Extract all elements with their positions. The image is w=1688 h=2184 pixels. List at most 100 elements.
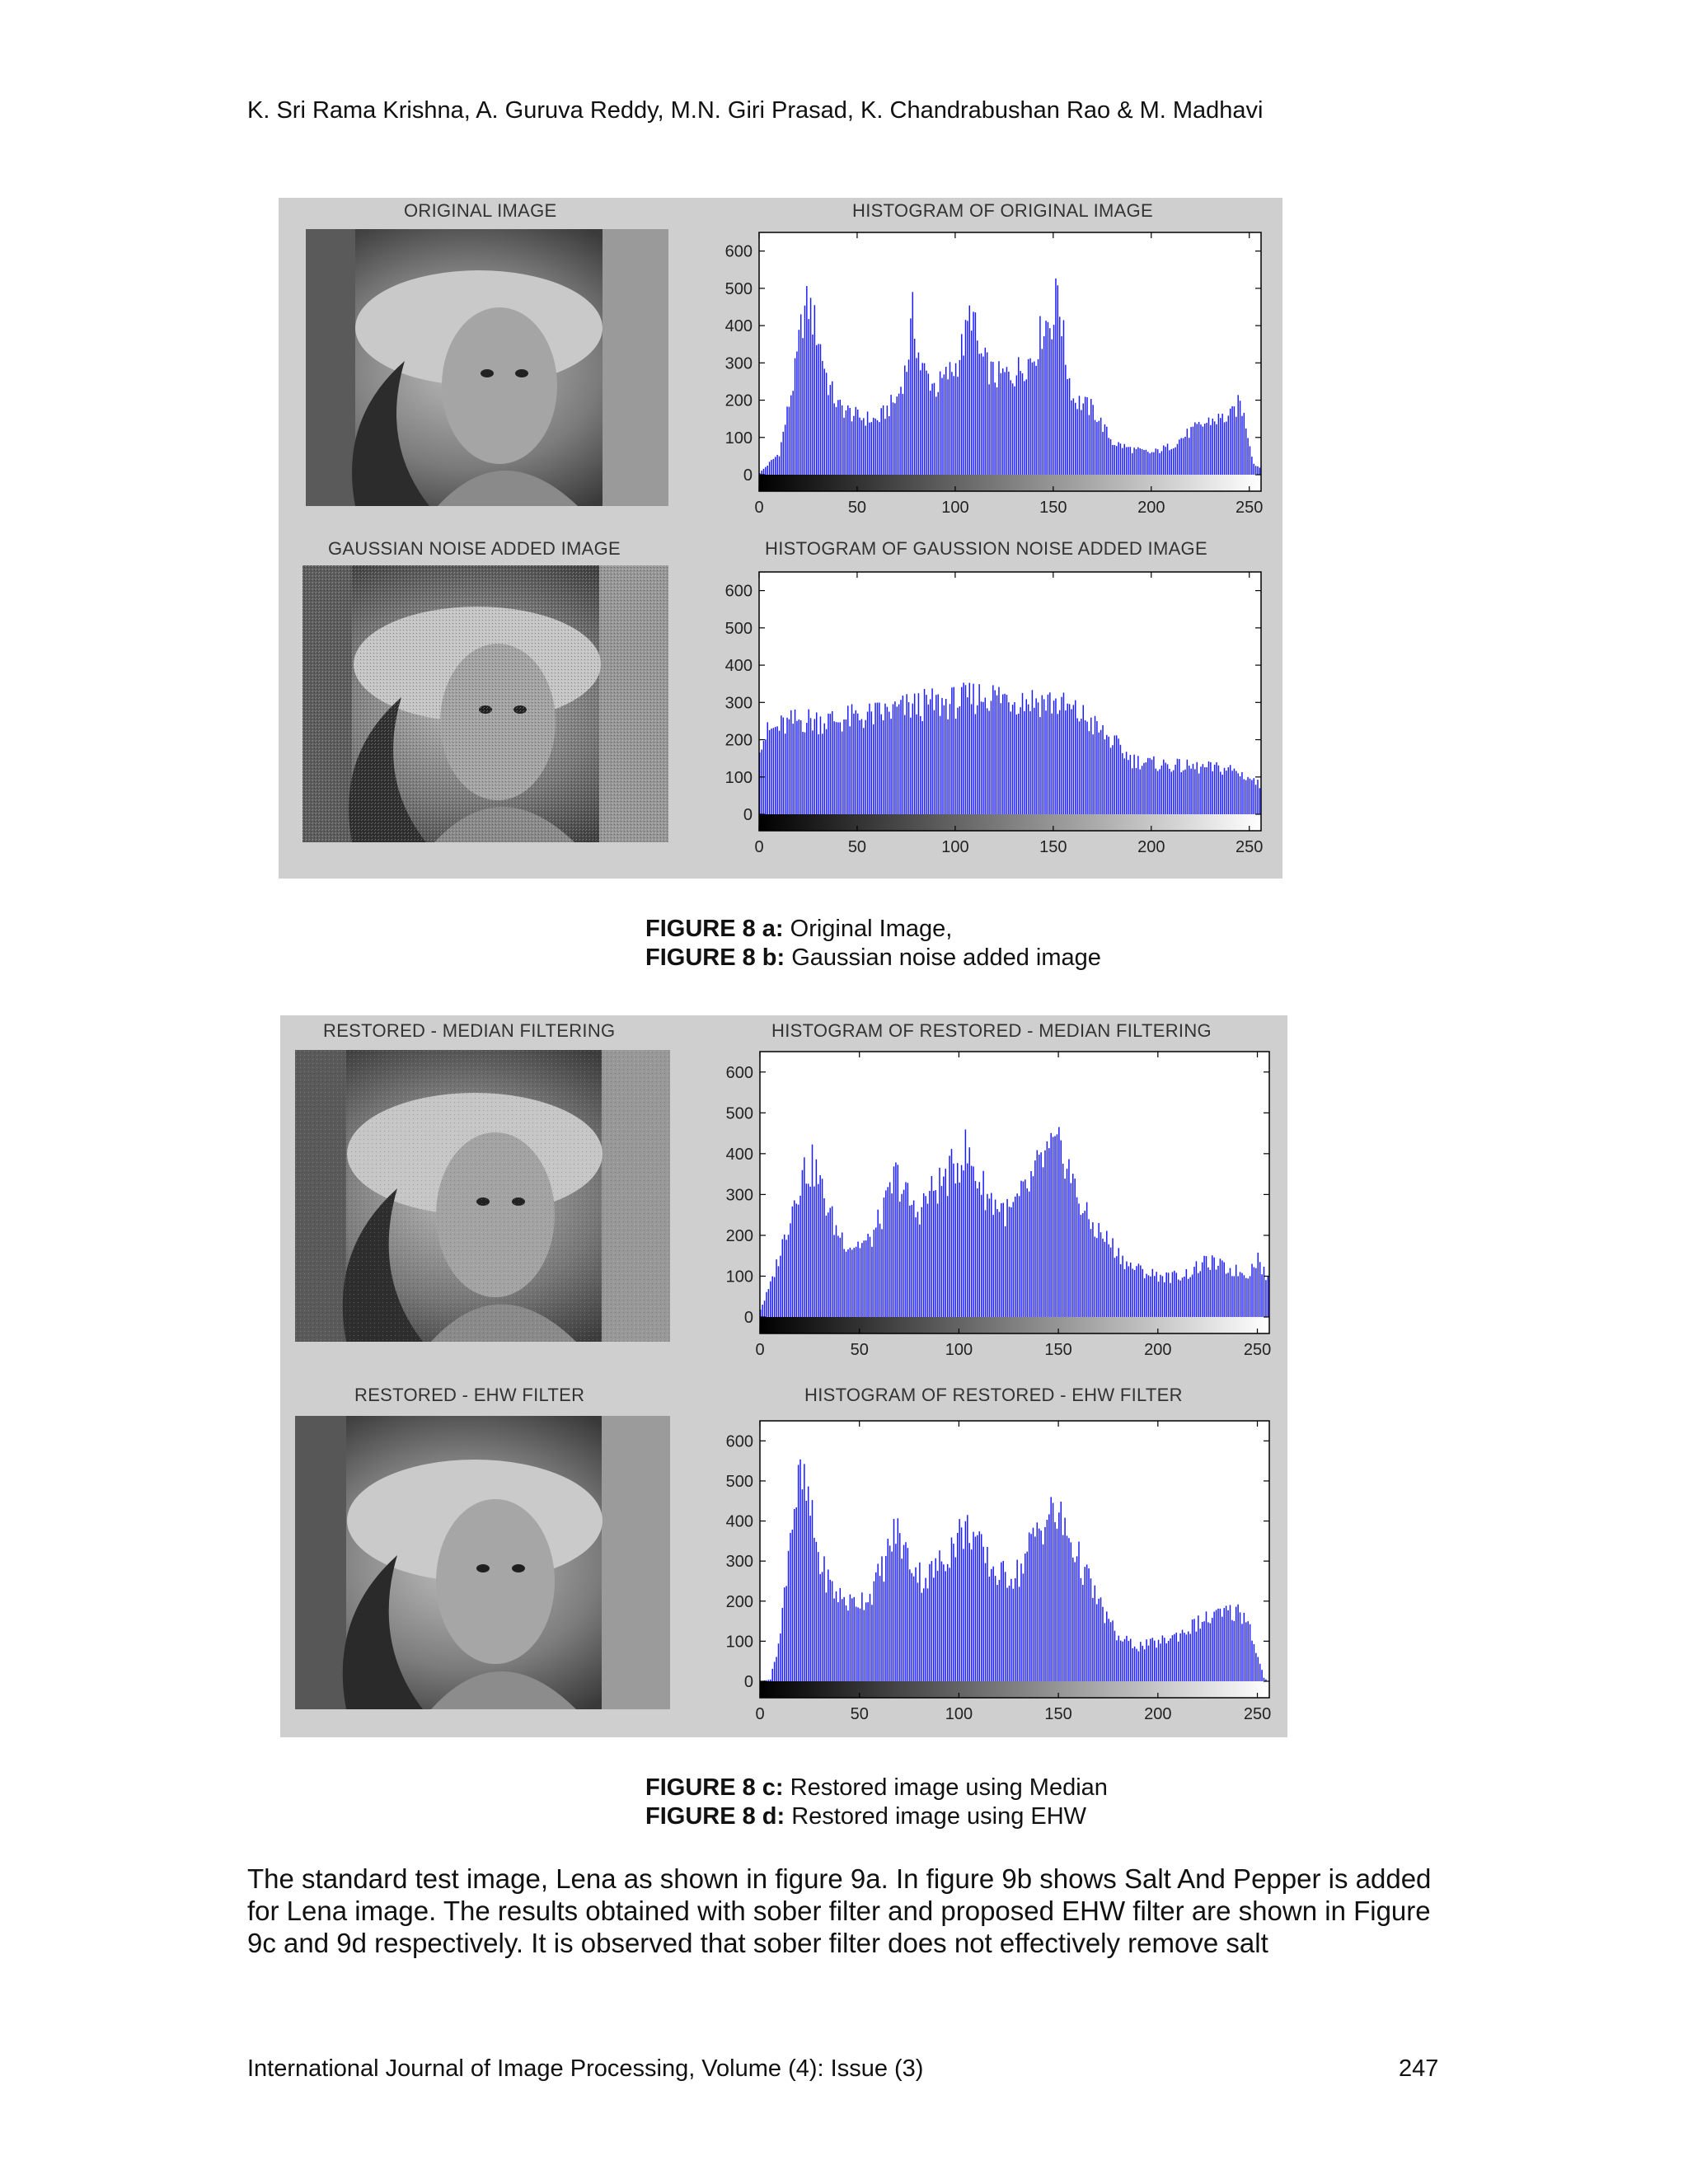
histogram-bar — [923, 688, 926, 814]
histogram-bar — [1058, 316, 1061, 475]
histogram-bar — [1085, 1202, 1088, 1317]
histogram-bar — [1161, 1635, 1164, 1681]
histogram-bar — [1088, 415, 1090, 475]
histogram-bar — [988, 1198, 991, 1317]
histogram-bar — [1241, 771, 1243, 814]
histogram-bar — [939, 1167, 940, 1317]
histogram-bar — [802, 338, 804, 475]
histogram-bar — [833, 721, 835, 814]
histogram-bar — [1090, 1578, 1092, 1681]
histogram-bar — [890, 719, 892, 814]
histogram-bar — [851, 1249, 853, 1317]
histogram-bar — [1137, 447, 1139, 475]
histogram-bar — [1147, 452, 1149, 475]
histogram-bar — [872, 724, 874, 814]
histogram-bar — [967, 697, 968, 814]
histogram-bar — [1122, 752, 1123, 814]
histogram-bar — [1043, 699, 1045, 814]
x-tick-label: 200 — [1137, 838, 1165, 856]
histogram-bar — [1167, 1641, 1170, 1681]
histogram-bar — [1189, 1633, 1191, 1681]
grayscale-colorbar — [760, 1317, 1269, 1333]
histogram-bar — [1261, 1670, 1263, 1681]
y-tick-label: 600 — [725, 583, 753, 601]
histogram-bar — [1204, 424, 1206, 475]
histogram-bar — [1048, 1514, 1050, 1681]
histogram-bar — [1065, 364, 1067, 475]
histogram-bar — [1062, 320, 1065, 475]
histogram-bar — [1253, 778, 1254, 814]
histogram-bar — [1061, 696, 1062, 814]
histogram-bar — [1100, 417, 1102, 475]
histogram-bar — [1008, 372, 1010, 475]
histogram-bar — [857, 1607, 859, 1681]
histogram-bar — [1139, 448, 1141, 475]
histogram-bar — [923, 363, 926, 475]
histogram-bar — [970, 330, 973, 475]
histogram-bar — [829, 714, 832, 814]
histogram-bar — [1176, 758, 1179, 814]
figure-8c-caption: FIGURE 8 c: Restored image using Median — [645, 1774, 1108, 1801]
histogram-bar — [812, 730, 814, 814]
histogram-bar — [1140, 1642, 1142, 1681]
histogram-bar — [961, 687, 963, 814]
histogram-bar — [974, 1180, 977, 1317]
histogram-bar — [963, 1170, 964, 1317]
histogram-bar — [1116, 1640, 1118, 1681]
histogram-bar — [1078, 721, 1081, 814]
histogram-bar — [1219, 1258, 1221, 1317]
histogram-bar — [896, 706, 898, 814]
histogram-bar — [992, 362, 994, 475]
histogram-bar — [1041, 695, 1043, 814]
histogram-bar — [1024, 710, 1025, 814]
histogram-bar — [1237, 395, 1239, 475]
histogram-bar — [1231, 1619, 1233, 1681]
histogram-bar — [1166, 764, 1169, 814]
histogram-bar — [809, 1186, 811, 1317]
histogram-bar — [988, 384, 990, 475]
histogram-bar — [1045, 321, 1047, 475]
histogram-bar — [1068, 1159, 1070, 1317]
histogram-bar — [768, 729, 771, 814]
histogram-bar — [821, 1179, 823, 1317]
histogram-bar — [1170, 771, 1173, 814]
histogram-bar — [767, 1680, 770, 1681]
histogram-bar — [837, 400, 839, 475]
histogram-bar — [977, 340, 978, 475]
histogram-bar — [843, 1249, 845, 1317]
histogram-bar — [799, 1195, 801, 1317]
histogram-bar — [833, 403, 835, 475]
histogram-bar — [1102, 1606, 1104, 1681]
histogram-bar — [921, 1592, 923, 1681]
histogram-bar — [998, 687, 1000, 814]
y-tick-label: 200 — [726, 1593, 753, 1611]
histogram-bar — [889, 1182, 891, 1317]
histogram-bar — [770, 1281, 771, 1317]
histogram-bar — [950, 1149, 953, 1317]
histogram-bar — [825, 729, 828, 814]
histogram-bar — [943, 374, 945, 475]
histogram-bar — [1119, 744, 1122, 814]
histogram-bar — [956, 1532, 959, 1681]
histogram-bar — [1184, 769, 1186, 814]
histogram-bar — [1072, 1557, 1074, 1681]
histogram-bar — [917, 352, 920, 475]
histogram-bar — [1025, 699, 1028, 814]
x-tick-label: 50 — [851, 1705, 869, 1723]
histogram-bar — [1153, 1276, 1156, 1317]
histogram-bar — [1174, 1633, 1175, 1681]
histogram-bar — [1213, 1611, 1215, 1681]
histogram-bar — [823, 368, 825, 475]
histogram-bar — [815, 1159, 818, 1317]
histogram-bar — [1057, 285, 1059, 475]
histogram-bar — [851, 1598, 853, 1681]
histogram-bar — [912, 703, 914, 814]
histogram-bar — [1247, 776, 1249, 814]
histogram-bar — [885, 1555, 887, 1681]
histogram-bar — [1055, 698, 1057, 814]
histogram-bar — [782, 717, 785, 814]
histogram-bar — [941, 697, 943, 814]
histogram-bar — [978, 1182, 981, 1317]
histogram-bar — [921, 1207, 923, 1317]
histogram-bar — [1109, 748, 1112, 814]
